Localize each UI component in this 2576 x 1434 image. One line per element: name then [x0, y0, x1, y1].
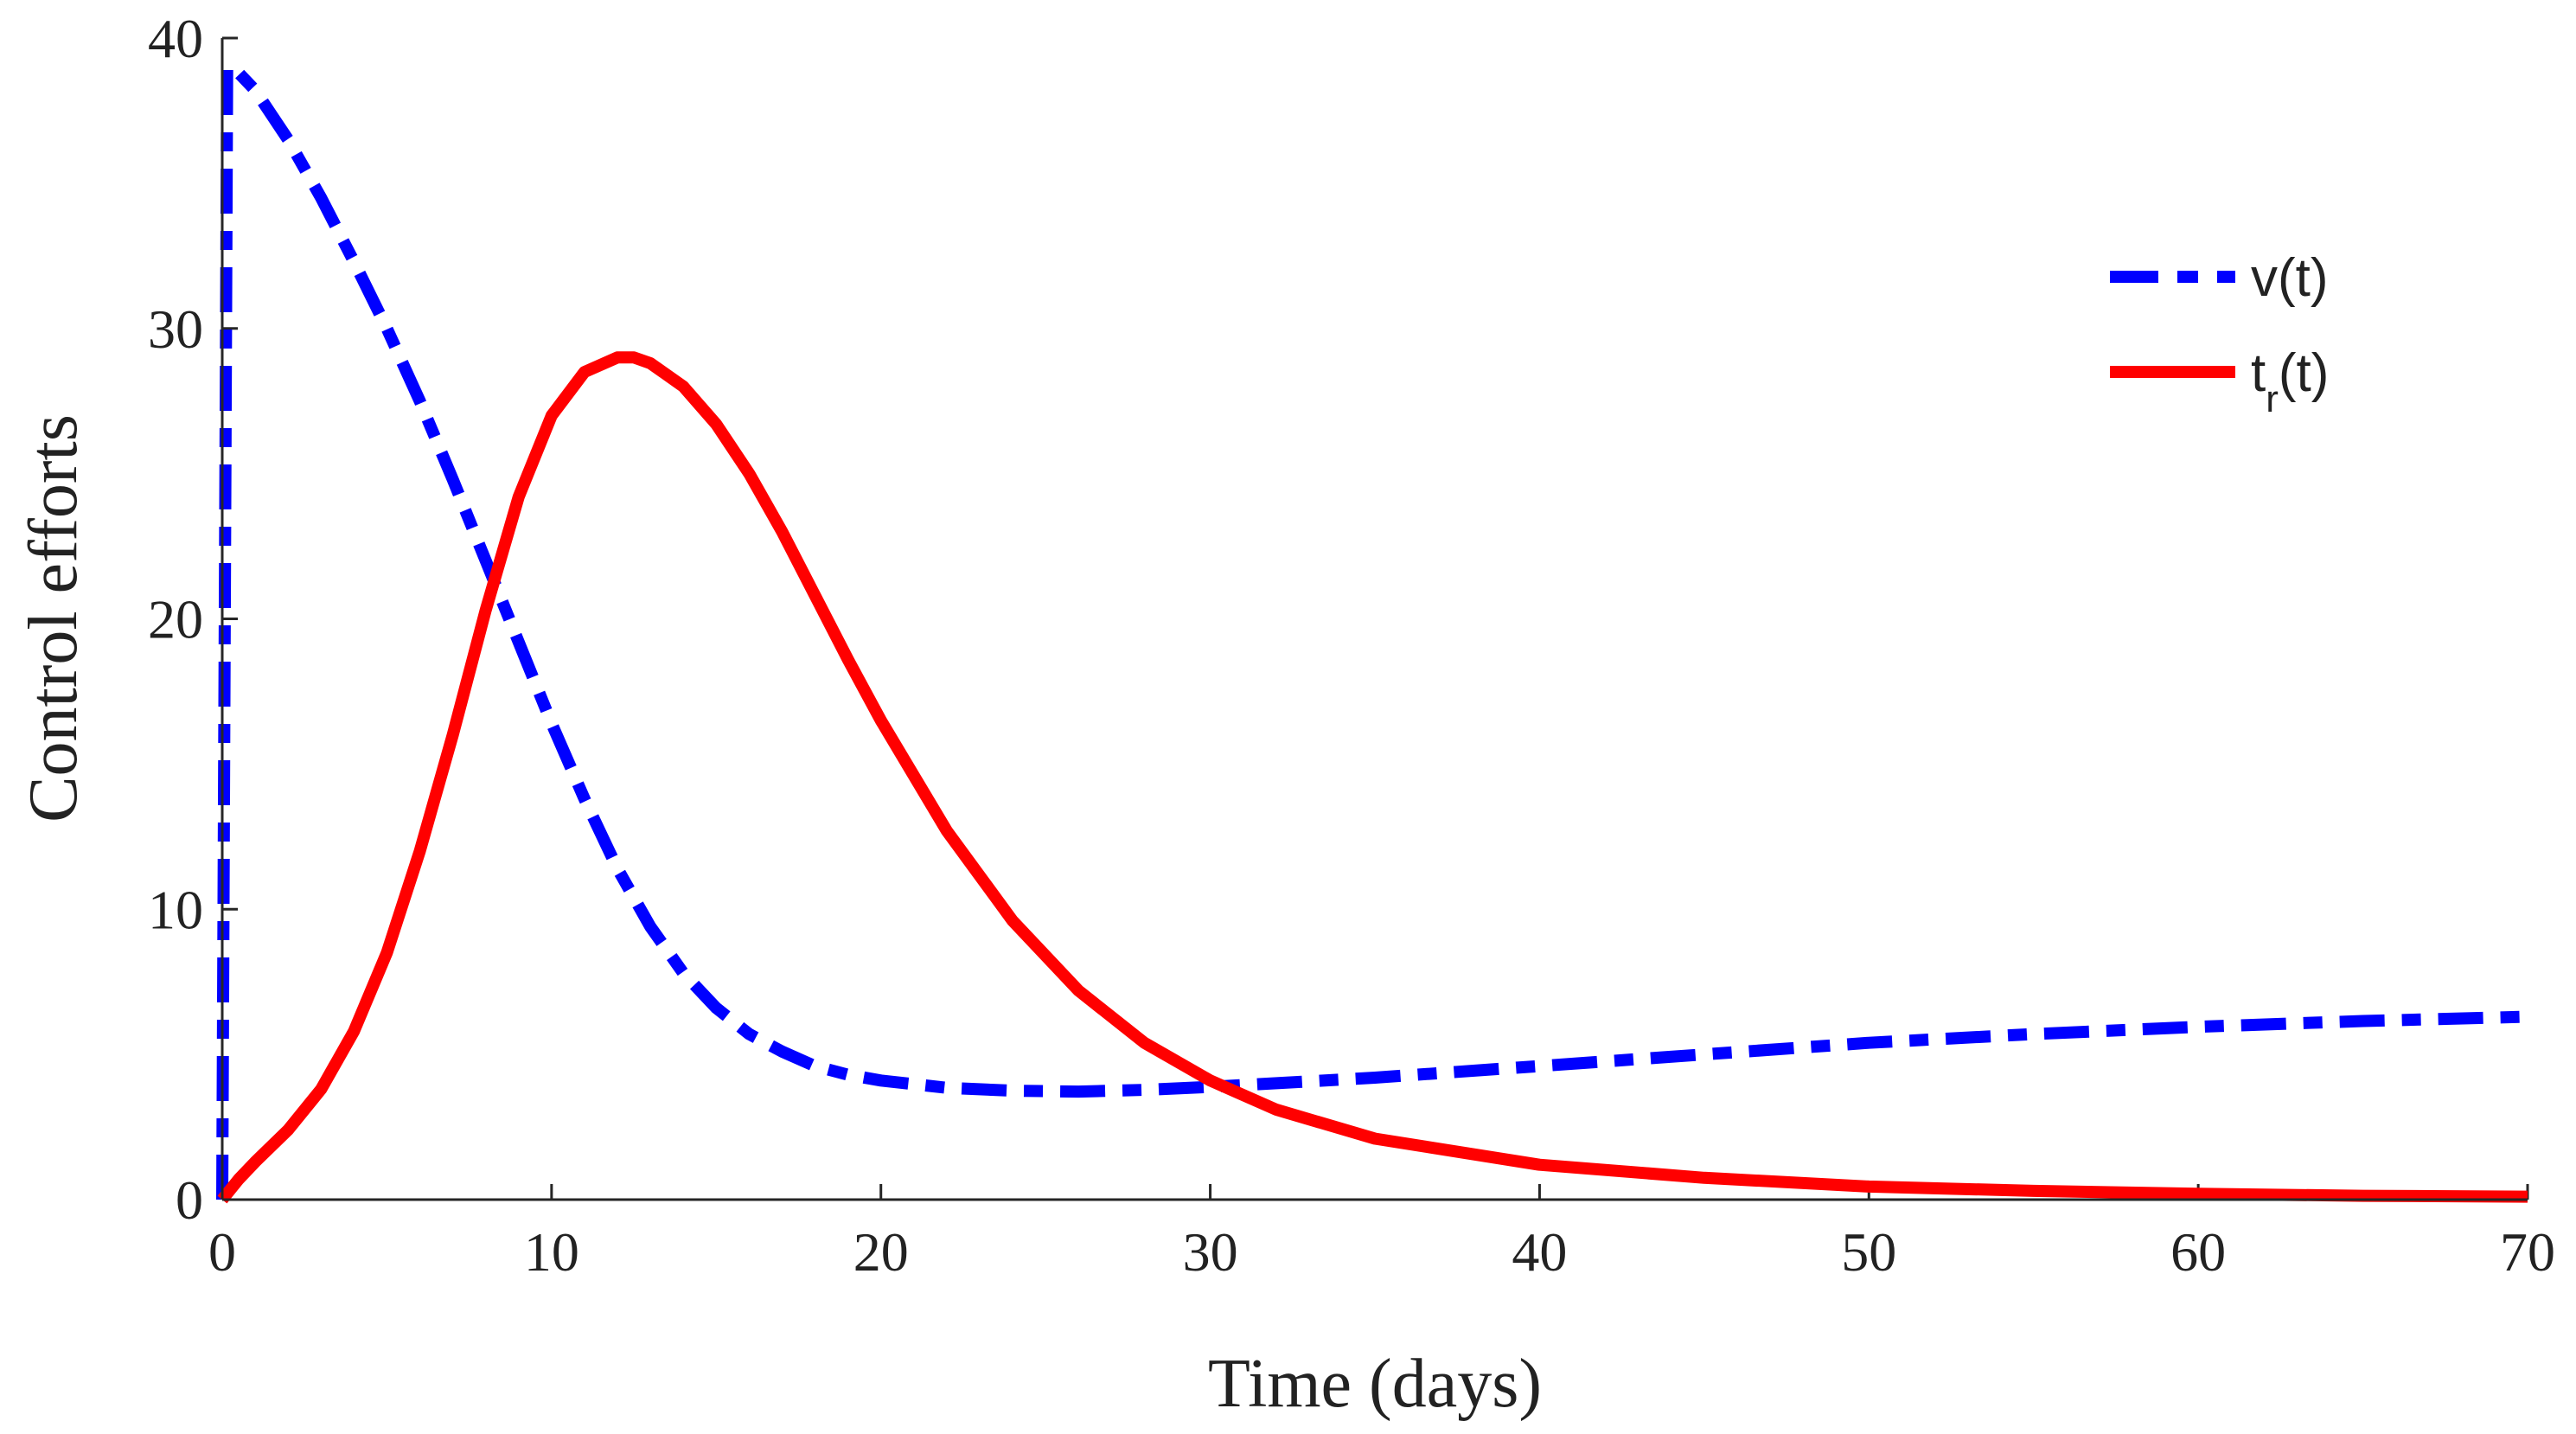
x-tick-label: 60	[2170, 1221, 2226, 1283]
legend: v(t) tr(t)	[2110, 248, 2329, 420]
legend-label-tr-tail: (t)	[2279, 343, 2330, 403]
legend-label-tr-sub: r	[2266, 378, 2279, 420]
series-line-v	[216, 61, 2528, 1200]
y-tick-label: 20	[148, 589, 203, 650]
x-tick-label: 70	[2500, 1221, 2555, 1283]
x-tick-label: 50	[1841, 1221, 1896, 1283]
y-tick-label: 30	[148, 298, 203, 360]
y-tick-label: 0	[176, 1169, 203, 1231]
legend-label-tr-main: t	[2251, 343, 2266, 403]
x-tick-label: 10	[524, 1221, 579, 1283]
x-axis-title: Time (days)	[1208, 1346, 1542, 1422]
axes-layer	[221, 38, 2528, 1201]
y-axis-title: Control efforts	[16, 414, 92, 823]
x-tick-label: 0	[208, 1221, 236, 1283]
legend-label-v: v(t)	[2251, 248, 2329, 308]
x-tick-label: 20	[853, 1221, 909, 1283]
legend-label-tr: tr(t)	[2251, 343, 2329, 420]
y-tick-label: 10	[148, 879, 203, 940]
series-line-tr	[217, 351, 2528, 1204]
y-tick-label: 40	[148, 8, 203, 69]
ticks-layer: 0 10 20 30 40 50 60 70 0 10 20 30 40	[148, 8, 2555, 1283]
x-tick-label: 30	[1183, 1221, 1238, 1283]
x-tick-label: 40	[1512, 1221, 1567, 1283]
series-layer	[216, 61, 2528, 1204]
